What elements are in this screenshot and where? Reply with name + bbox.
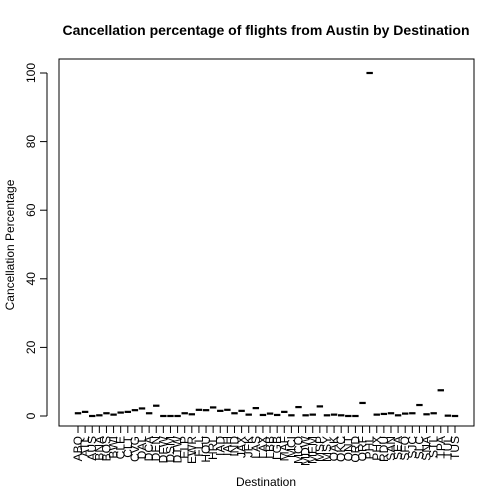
x-category-label: BWI [107, 436, 121, 459]
x-category-label: MAF [277, 436, 291, 461]
x-category-label: ONT [341, 435, 355, 461]
x-category-label: OAK [327, 436, 341, 461]
x-category-label: DSM [163, 436, 177, 463]
plot-area [74, 71, 459, 418]
x-category-label: AUS [85, 436, 99, 461]
x-category-label: ELP [178, 436, 192, 459]
x-category-label: SFO [398, 436, 412, 461]
x-category-label: CVG [128, 436, 142, 462]
x-category-label: MSP [313, 436, 327, 462]
x-category-label: CLE [114, 436, 128, 459]
x-axis: ABQATLAUSBNABOSBWICLECLTCVGDALDCADENDFWD… [71, 425, 462, 466]
x-category-label: IND [227, 436, 241, 457]
x-category-label: PHX [370, 436, 384, 461]
x-category-label: DEN [149, 436, 163, 461]
x-category-label: STL [427, 436, 441, 458]
y-axis-label: Cancellation Percentage [3, 179, 17, 310]
y-tick-label: 0 [24, 412, 38, 419]
x-category-label: OKC [334, 436, 348, 462]
x-category-label: FLL [192, 436, 206, 457]
x-category-label: SNA [420, 436, 434, 461]
x-category-label: LAX [256, 436, 270, 459]
x-category-label: RDU [377, 436, 391, 462]
x-category-label: CLT [121, 435, 135, 457]
x-category-label: HOU [199, 436, 213, 463]
x-category-label: SLC [412, 436, 426, 460]
y-tick-label: 80 [24, 135, 38, 149]
x-axis-label: Destination [236, 475, 296, 489]
x-category-label: DFW [156, 435, 170, 463]
x-category-label: PHL [363, 436, 377, 460]
x-category-label: LAS [249, 436, 263, 459]
x-category-label: HRL [206, 436, 220, 460]
x-category-label: TUL [441, 436, 455, 459]
x-category-label: IAH [220, 436, 234, 456]
x-category-label: LGB [270, 436, 284, 460]
x-category-label: DTW [171, 435, 185, 463]
y-tick-label: 60 [24, 203, 38, 217]
x-category-label: MSY [320, 436, 334, 462]
x-category-label: ORF [356, 436, 370, 461]
x-category-label: SEA [391, 436, 405, 460]
x-category-label: MCI [284, 436, 298, 458]
x-category-label: ABQ [71, 436, 85, 461]
x-category-label: MCO [292, 436, 306, 464]
x-category-label: TUS [448, 436, 462, 460]
x-category-label: ATL [78, 436, 92, 457]
x-category-label: MDW [299, 435, 313, 466]
x-category-label: ORD [348, 436, 362, 463]
y-tick-label: 40 [24, 272, 38, 286]
x-category-label: DCA [142, 436, 156, 461]
x-category-label: BNA [92, 436, 106, 461]
chart-title: Cancellation percentage of flights from … [62, 22, 469, 38]
y-tick-label: 100 [24, 63, 38, 83]
x-category-label: JFK [242, 436, 256, 457]
x-category-label: SJC [405, 436, 419, 459]
y-axis: 0 20 40 60 80 100 [24, 63, 47, 419]
x-category-label: SAN [384, 436, 398, 461]
x-category-label: TPA [434, 436, 448, 458]
x-category-label: BOS [99, 436, 113, 461]
x-category-label: MEM [306, 436, 320, 464]
x-category-label: EWR [185, 436, 199, 464]
plot-frame [58, 58, 475, 427]
y-tick-label: 20 [24, 340, 38, 354]
x-category-label: IAD [213, 436, 227, 456]
x-category-label: JAX [235, 436, 249, 458]
x-category-label: DAL [135, 436, 149, 460]
x-category-label: LBB [263, 436, 277, 459]
